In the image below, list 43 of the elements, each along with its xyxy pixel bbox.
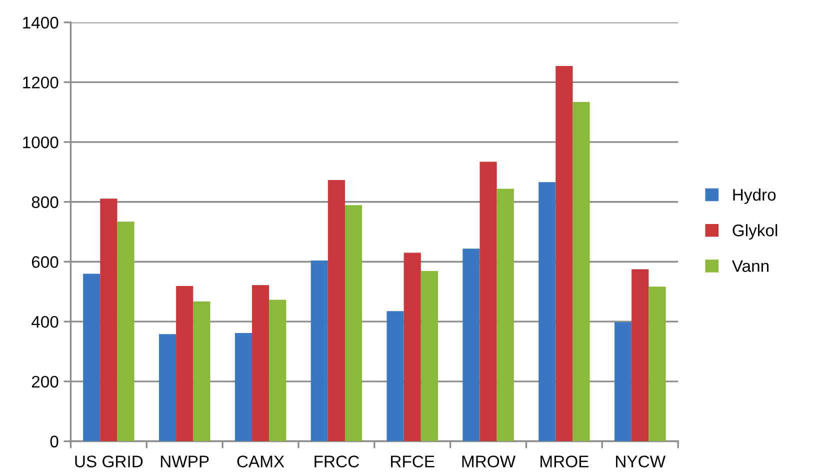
bar [310,260,328,442]
bar [632,269,649,442]
y-tick-label: 600 [32,256,58,268]
bar [158,334,176,442]
bar [480,162,497,442]
bar [420,271,438,442]
bar [252,285,270,442]
y-tick-label: 200 [32,376,58,388]
bar [117,222,134,442]
x-tick-label: US GRID [75,456,143,468]
y-tick-label: 1400 [23,16,58,29]
bar [83,274,100,442]
x-tick-label: NYCW [616,456,666,468]
y-tick-label: 800 [32,196,58,208]
bar [344,205,362,442]
bar [328,180,345,442]
bar [572,102,590,442]
bar [496,188,514,442]
bar [234,332,252,442]
legend-label: Vann [732,260,769,272]
bar [404,252,421,442]
y-tick-label: 1000 [23,136,58,148]
bar [614,322,632,442]
x-tick-label: RFCE [391,456,434,468]
legend-label: Glykol [732,224,778,240]
x-tick-label: NWPP [160,456,209,468]
x-tick-label: FRCC [314,456,359,468]
y-tick-label: 400 [31,316,58,328]
bar [648,286,666,442]
legend-label: Hydro [733,188,776,204]
x-tick-label: MROE [540,456,588,468]
bar [100,198,118,442]
bar [176,286,194,442]
x-tick-label: CAMX [237,456,284,468]
bar [462,248,480,442]
bar [193,302,210,442]
y-tick-label: 0 [50,436,58,448]
bar [269,300,286,442]
bar [556,66,573,442]
y-tick-label: 1200 [23,76,58,88]
x-tick-label: MROW [462,456,516,468]
bar [386,311,404,442]
bar [538,182,556,442]
